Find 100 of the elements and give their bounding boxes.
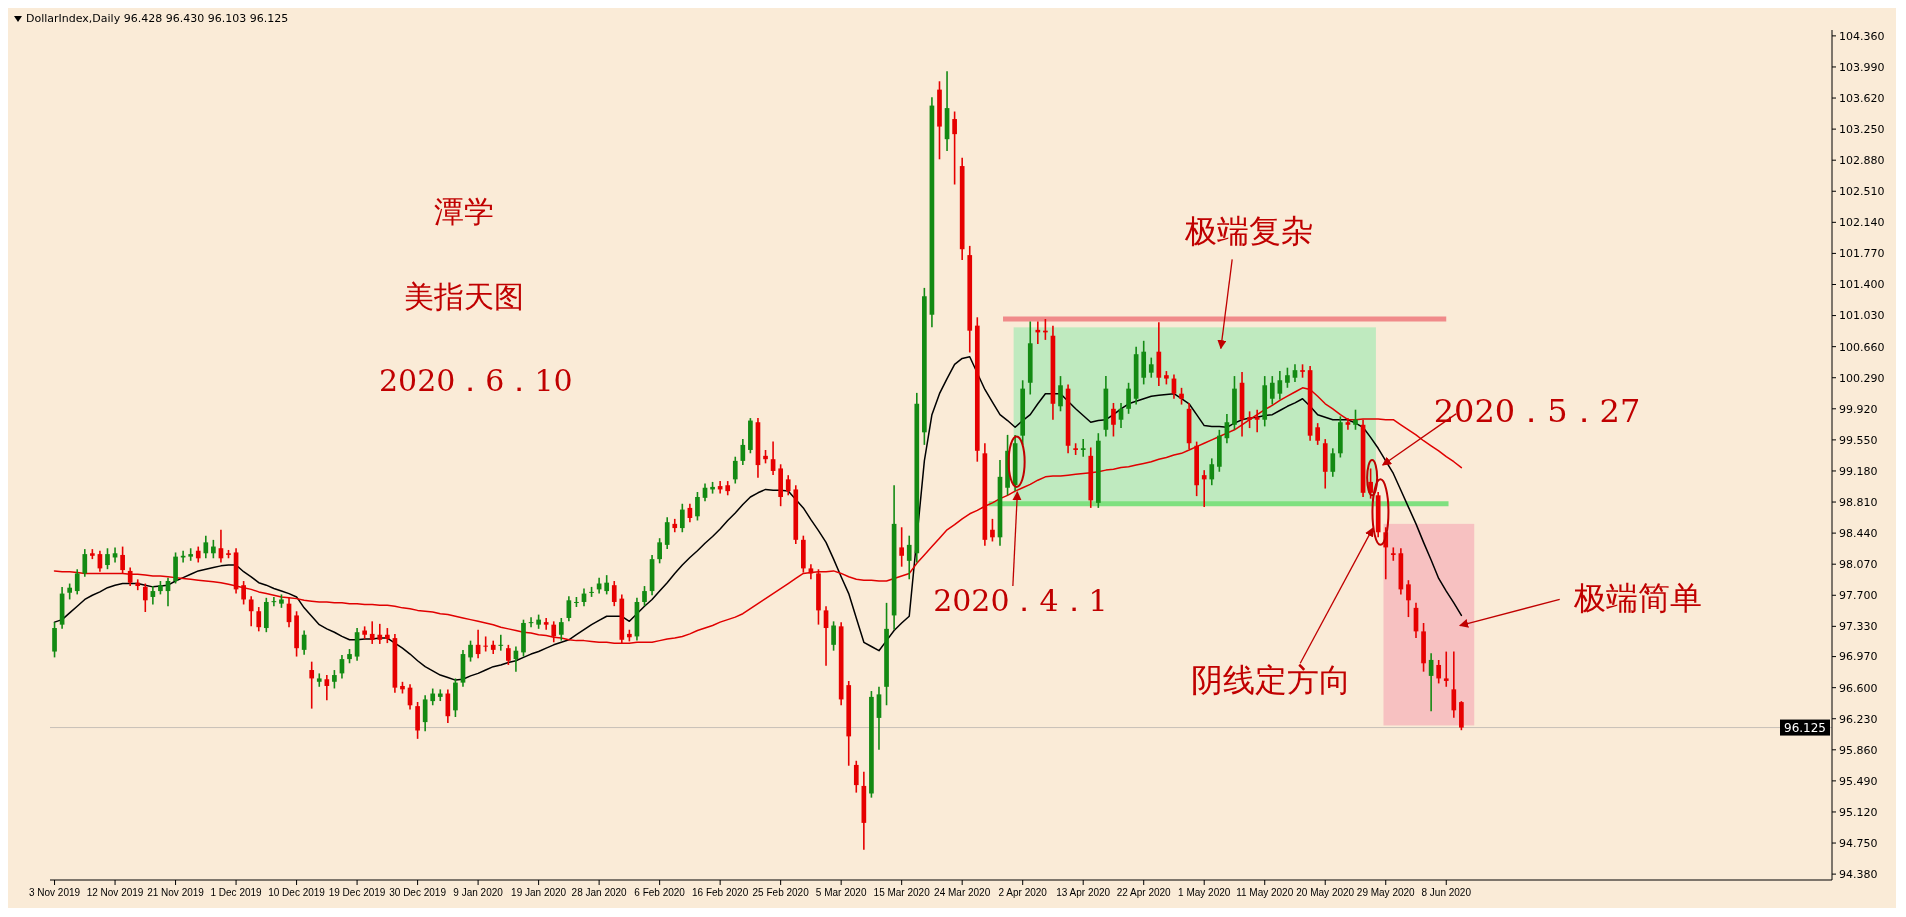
x-tick-label: 19 Jan 2020 [511, 887, 567, 898]
y-tick-label: 103.620 [1839, 91, 1885, 105]
y-tick-label: 98.070 [1839, 558, 1878, 572]
candlestick [1269, 376, 1275, 405]
y-tick-label: 96.230 [1839, 712, 1878, 726]
x-tick-label: 29 May 2020 [1356, 887, 1416, 898]
candlestick [1126, 382, 1131, 414]
candlestick [831, 621, 836, 651]
y-tick-label: 99.180 [1839, 464, 1878, 478]
candlestick [82, 549, 88, 577]
text: DollarIndex,Daily 96.428 96.430 96.103 96.125 [26, 12, 289, 25]
candlestick [657, 538, 662, 564]
candlestick [105, 548, 110, 570]
x-tick-label: 12 Nov 2019 [86, 887, 144, 898]
x-tick-label: 6 Feb 2020 [634, 887, 686, 898]
candlestick [952, 111, 957, 185]
candlestick [679, 503, 685, 533]
y-tick-label: 97.700 [1839, 589, 1878, 603]
candlestick [498, 634, 504, 651]
y-tick-label: 94.750 [1839, 836, 1878, 850]
candlestick [1443, 651, 1449, 687]
candlestick [506, 644, 511, 665]
candlestick [1345, 418, 1351, 430]
x-tick-label: 3 Nov 2019 [28, 887, 81, 898]
candlestick [1353, 409, 1358, 430]
candlestick [642, 586, 647, 607]
x-tick-label: 11 May 2020 [1236, 887, 1294, 898]
annotation: 2020．6．10 [379, 362, 573, 398]
annotation: 潭学 [434, 193, 495, 229]
y-tick-label: 103.250 [1839, 122, 1885, 136]
x-tick-label: 24 Mar 2020 [934, 887, 991, 898]
x-tick-label: 30 Dec 2019 [389, 887, 447, 898]
y-tick-label: 100.290 [1839, 371, 1885, 385]
candlestick [611, 581, 617, 607]
x-tick-label: 10 Dec 2019 [268, 887, 326, 898]
y-tick-label: 103.990 [1839, 60, 1885, 74]
x-tick-label: 1 May 2020 [1178, 887, 1231, 898]
y-tick-label: 96.600 [1839, 681, 1878, 695]
candlestick [1436, 659, 1442, 684]
candlestick [899, 527, 905, 567]
candlestick [1111, 402, 1116, 437]
x-tick-label: 5 Mar 2020 [815, 887, 867, 898]
y-tick-label: 95.120 [1839, 805, 1878, 819]
x-tick-label: 28 Jan 2020 [571, 887, 628, 898]
candlestick [906, 535, 912, 580]
candlestick [732, 456, 738, 484]
candlestick [248, 596, 254, 627]
candlestick [437, 689, 443, 702]
candlestick [120, 546, 125, 574]
y-tick-label: 104.360 [1839, 29, 1885, 43]
y-tick-label: 95.490 [1839, 774, 1878, 788]
candlestick [309, 661, 315, 709]
ref-line-label: 96.125 [1784, 720, 1826, 735]
candlestick [1315, 423, 1321, 445]
annotation: 极端复杂 [1183, 211, 1313, 250]
y-tick-label: 98.810 [1839, 495, 1878, 509]
x-tick-label: 25 Feb 2020 [752, 887, 810, 898]
candlestick [1209, 458, 1215, 486]
candlestick [316, 673, 322, 687]
candlestick [1058, 376, 1063, 412]
x-tick-label: 21 Nov 2019 [147, 887, 205, 898]
candlestick [558, 617, 564, 641]
y-tick-label: 101.770 [1839, 247, 1885, 261]
x-tick-label: 9 Jan 2020 [453, 887, 504, 898]
candlestick [1148, 357, 1154, 378]
x-tick-label: 16 Feb 2020 [692, 887, 749, 898]
annotation: 2020．4．1 [933, 582, 1108, 618]
y-tick-label: 95.860 [1839, 743, 1878, 757]
y-tick-label: 99.550 [1839, 433, 1878, 447]
y-tick-label: 101.400 [1839, 278, 1885, 292]
candlestick [1406, 580, 1411, 618]
candlestick [241, 581, 246, 605]
candlestick [785, 475, 791, 496]
candlestick [377, 623, 383, 644]
y-tick-label: 96.970 [1839, 650, 1878, 664]
x-tick-label: 13 Apr 2020 [1056, 887, 1111, 898]
x-tick-label: 15 Mar 2020 [873, 887, 931, 898]
candlestick [52, 622, 57, 658]
candlestick [1201, 470, 1207, 508]
candlestick [543, 617, 549, 630]
candlestick [695, 492, 700, 521]
y-tick-label: 101.030 [1839, 309, 1885, 323]
candlestick [203, 535, 209, 559]
x-tick-label: 2 Apr 2020 [998, 887, 1048, 898]
x-tick-label: 1 Dec 2019 [210, 887, 263, 898]
y-tick-label: 94.380 [1839, 867, 1878, 881]
annotation: 美指天图 [404, 278, 525, 314]
candlestick [256, 607, 262, 632]
x-tick-label: 20 May 2020 [1296, 887, 1355, 898]
annotation: 2020．5．27 [1433, 391, 1641, 430]
candlestick [422, 695, 428, 732]
candlestick [672, 518, 678, 533]
y-tick-label: 100.660 [1839, 340, 1885, 354]
candlestick [990, 518, 995, 542]
y-tick-label: 99.920 [1839, 402, 1878, 416]
candlestick [135, 579, 141, 591]
y-tick-label: 98.440 [1839, 526, 1878, 540]
x-tick-label: 8 Jun 2020 [1421, 887, 1472, 898]
text: 极端简单 [1572, 578, 1702, 617]
y-tick-label: 102.510 [1839, 185, 1885, 199]
